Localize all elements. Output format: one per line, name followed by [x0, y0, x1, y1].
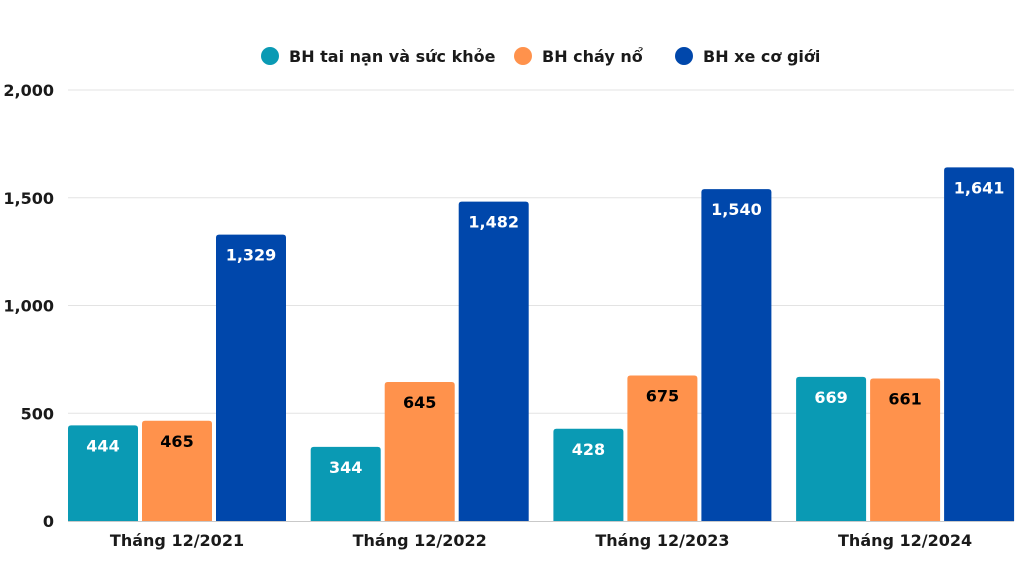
x-axis: Tháng 12/2021 Tháng 12/2022 Tháng 12/2023 T… [68, 521, 1014, 550]
data-label: 675 [646, 387, 679, 406]
data-label: 1,540 [711, 200, 762, 219]
y-axis: 0 500 1,000 1,500 2,000 [3, 81, 54, 531]
bar [553, 428, 624, 521]
bar [142, 420, 212, 521]
y-tick-label: 2,000 [3, 81, 54, 100]
data-label: 465 [160, 432, 193, 451]
x-tick-label: Tháng 12/2021 [110, 531, 244, 550]
legend-label: BH cháy nổ [542, 47, 643, 66]
bar [701, 189, 772, 521]
bar [796, 376, 867, 521]
data-label: 1,641 [954, 178, 1005, 197]
bar [68, 425, 138, 521]
x-tick-label: Tháng 12/2022 [353, 531, 487, 550]
data-label: 1,482 [468, 213, 519, 232]
legend: BH tai nạn và sức khỏe BH cháy nổ BH xe cơ… [261, 47, 820, 66]
legend-marker [261, 47, 279, 65]
y-tick-label: 1,000 [3, 297, 54, 316]
legend-marker [514, 47, 532, 65]
data-label: 444 [86, 436, 119, 455]
legend-label: BH tai nạn và sức khỏe [289, 47, 496, 66]
bar [627, 375, 698, 521]
bars: 444 465 1,329 344 645 1,482 428 675 1,540 669 661 1… [68, 167, 1015, 521]
bar [944, 167, 1015, 521]
bar [458, 201, 529, 521]
data-label: 645 [403, 393, 436, 412]
legend-label: BH xe cơ giới [703, 47, 820, 66]
bar [870, 378, 941, 521]
legend-marker [675, 47, 693, 65]
data-label: 661 [888, 390, 921, 409]
y-tick-label: 500 [21, 404, 54, 423]
bar [216, 234, 286, 521]
data-label: 1,329 [226, 246, 277, 265]
data-label: 428 [572, 440, 605, 459]
y-tick-label: 0 [43, 512, 54, 531]
x-tick-label: Tháng 12/2023 [595, 531, 729, 550]
bar [310, 446, 381, 521]
grid [68, 89, 1014, 414]
data-label: 669 [814, 388, 847, 407]
data-label: 344 [329, 458, 362, 477]
x-tick-label: Tháng 12/2024 [838, 531, 972, 550]
y-tick-label: 1,500 [3, 189, 54, 208]
bar [384, 382, 455, 521]
